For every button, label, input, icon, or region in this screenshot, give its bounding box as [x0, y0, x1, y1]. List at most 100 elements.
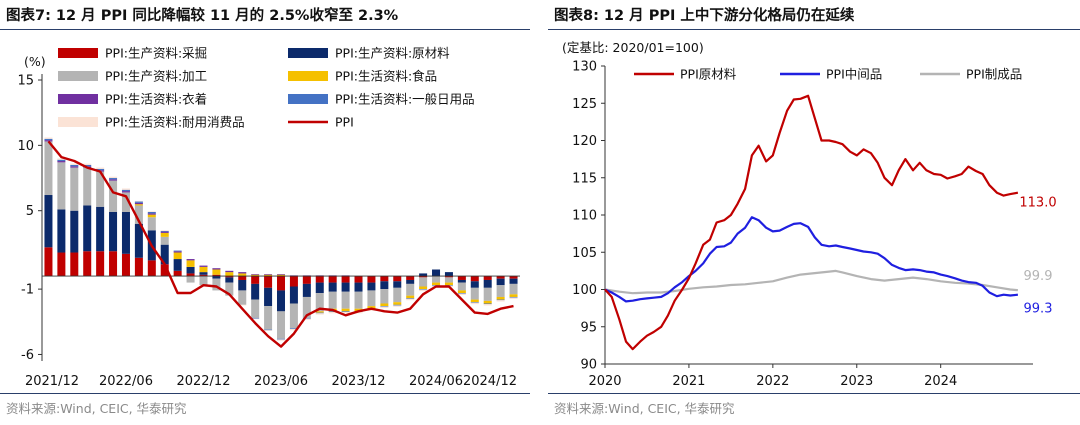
bar-segment	[457, 279, 466, 283]
bar-segment	[496, 285, 505, 297]
bar-segment	[70, 166, 79, 168]
y-tick-label: 15	[17, 74, 34, 89]
bar-segment	[186, 276, 195, 283]
legend-swatch	[288, 48, 328, 58]
bar-segment	[238, 304, 247, 306]
bar-segment	[134, 204, 143, 206]
bar-segment	[341, 276, 350, 283]
source-divider	[0, 393, 530, 394]
bar-segment	[444, 272, 453, 277]
series-line	[604, 269, 1019, 295]
title-underline	[0, 29, 530, 30]
ppi-yoy-stacked-chart: (%) 15 10 5 -1 -6 PPI:生产资料:采掘 PPI:生产资料:原材料 PPI:生…	[17, 46, 520, 389]
bar-segment	[212, 278, 221, 291]
bar-segment	[173, 251, 182, 253]
bar-segment	[160, 230, 169, 232]
bar-segment	[289, 328, 298, 331]
bar-segment	[470, 281, 479, 288]
bar-segment	[302, 317, 311, 319]
bar-segment	[251, 274, 260, 275]
bar-segment	[354, 308, 363, 312]
bar-segment	[70, 164, 79, 167]
bar-segment	[496, 276, 505, 279]
ppi-chain-index-chart: (定基比: 2020/01=100) 130 125 120 115 110 105 100 9…	[562, 40, 1057, 389]
bar-segment	[483, 287, 492, 301]
bar-segment	[264, 274, 273, 275]
bar-segment	[315, 282, 324, 294]
bar-segment	[212, 276, 221, 279]
bar-segment	[406, 279, 415, 284]
bar-segment	[328, 311, 337, 314]
bar-segment	[470, 302, 479, 303]
legend-label: PPI:生活资料:食品	[335, 69, 437, 84]
bar-segment	[406, 283, 415, 296]
bar-segment	[315, 313, 324, 315]
y-unit-label: (%)	[24, 54, 46, 69]
bar-segment	[354, 276, 363, 283]
bar-segment	[341, 311, 350, 314]
bar-segment	[109, 180, 118, 213]
bar-segment	[419, 289, 428, 290]
bar-segment	[289, 303, 298, 329]
legend-label: PPI:生活资料:一般日用品	[335, 92, 475, 107]
bar-segment	[509, 294, 518, 297]
bar-segment	[238, 272, 247, 274]
bar-segment	[225, 282, 234, 296]
bar-segment	[134, 202, 143, 205]
bar-segment	[109, 178, 118, 180]
bar-segment	[276, 274, 286, 277]
bar-segment	[109, 179, 118, 181]
y-tick-label: 130	[572, 60, 597, 75]
bar-segment	[160, 244, 169, 265]
bar-segment	[432, 282, 441, 286]
bar-segment	[419, 289, 428, 292]
y-tick-label: 5	[26, 204, 34, 219]
y-tick-label: -1	[21, 283, 34, 298]
bar-segment	[199, 266, 208, 273]
bar-segment	[83, 205, 92, 252]
bar-segment	[173, 250, 182, 252]
bar-segment	[57, 161, 66, 163]
bar-segment	[57, 159, 66, 162]
bar-segment	[419, 286, 428, 290]
bar-segment	[225, 270, 234, 273]
bar-segment	[432, 269, 441, 277]
bar-segment	[44, 141, 53, 196]
bar-segment	[483, 303, 492, 305]
figure-7-panel: 图表7: 12 月 PPI 同比降幅较 11 月的 2.5%收窄至 2.3% (…	[0, 0, 530, 425]
bar-segment	[380, 281, 389, 290]
bar-segment	[44, 140, 53, 142]
bar-segment	[134, 223, 143, 258]
bar-segment	[341, 311, 350, 312]
y-tick-label: -6	[21, 348, 34, 363]
bar-segment	[315, 293, 324, 312]
legend-swatch	[58, 117, 98, 127]
bar-segment	[199, 276, 208, 286]
bar-segment	[302, 296, 311, 318]
bar-segment	[121, 191, 130, 193]
bar-segment	[419, 277, 428, 287]
bar-segment	[406, 298, 415, 299]
bar-segment	[406, 298, 415, 301]
bar-segment	[96, 168, 105, 171]
bar-segment	[212, 269, 221, 275]
series-line	[604, 94, 1019, 351]
bar-segment	[173, 270, 182, 277]
bar-segment	[367, 309, 376, 311]
x-tick-label: 2022/12	[176, 374, 230, 389]
bar-segment	[83, 164, 92, 167]
bar-segment	[57, 209, 66, 253]
bar-segment	[83, 251, 92, 277]
bar-segment	[134, 201, 143, 203]
bar-segment	[57, 158, 66, 160]
bar-segment	[315, 312, 324, 314]
bar-segment	[509, 283, 518, 295]
series-line	[604, 216, 1019, 303]
bar-segment	[199, 272, 208, 275]
figure-7-source: 资料来源:Wind, CEIC, 华泰研究	[6, 401, 187, 416]
bar-segment	[70, 163, 79, 165]
bar-segment	[406, 295, 415, 299]
x-tick-label: 2022	[756, 374, 789, 389]
bar-segment	[315, 311, 324, 313]
bar-segment	[70, 167, 79, 211]
